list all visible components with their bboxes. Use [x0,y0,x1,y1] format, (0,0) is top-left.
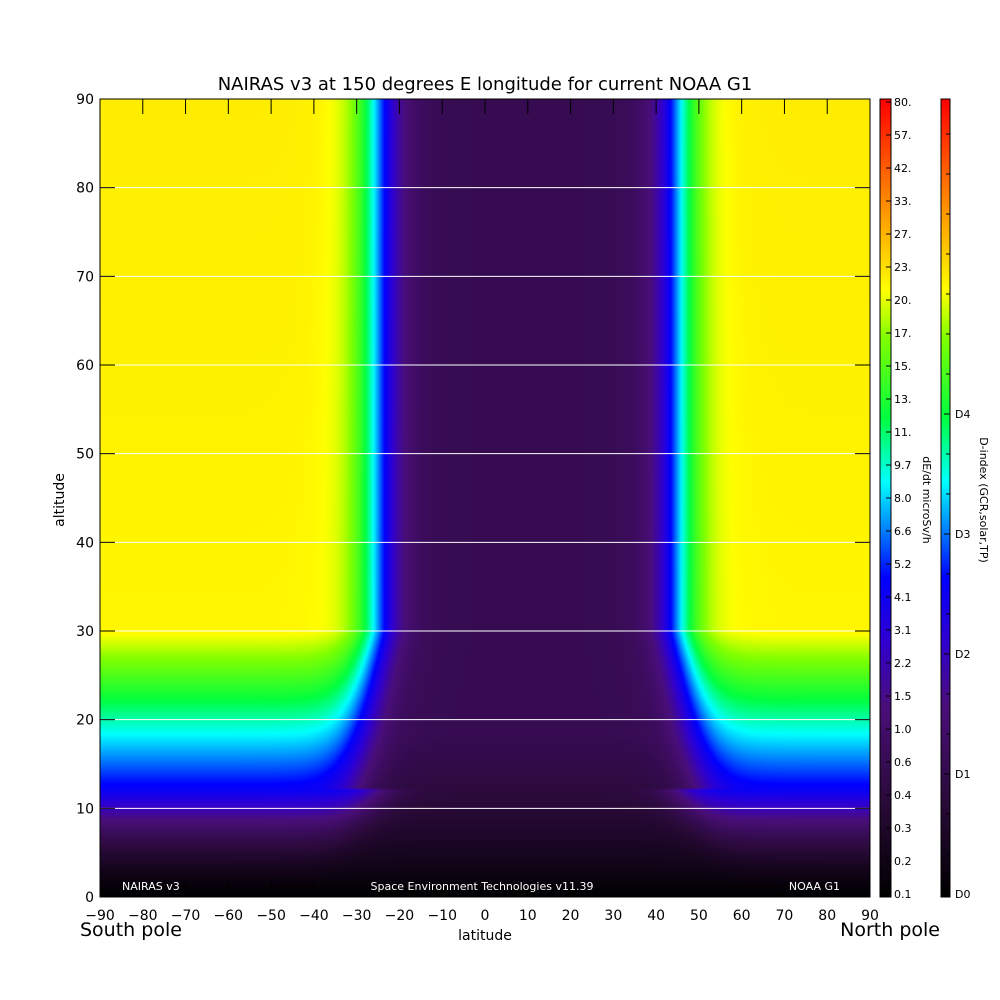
dindex-colorbar-tick-label: D4 [955,408,970,421]
x-tick-label: 30 [604,908,622,924]
dose-colorbar-tick-label: 1.0 [894,723,912,736]
y-axis-label: altitude [52,473,68,527]
dindex-colorbar-tick-label: D0 [955,888,970,901]
y-tick-label: 0 [85,890,94,906]
heatmap [100,99,870,897]
dose-colorbar-tick-label: 5.2 [894,558,912,571]
x-tick-label: 60 [733,908,751,924]
dose-colorbar-tick-label: 2.2 [894,657,912,670]
dose-colorbar-tick-label: 42. [894,162,912,175]
dose-colorbar-tick-label: 23. [894,261,912,274]
dose-colorbar-tick-label: 0.3 [894,822,912,835]
dose-colorbar-ticks: 0.1 0.2 0.3 0.4 0.6 1.0 1.5 2.2 3.1 4.1 5.2 6.6 8.0 9… [886,96,912,901]
dose-colorbar-tick-label: 1.5 [894,690,912,703]
dose-colorbar-tick-label: 80. [894,96,912,109]
x-tick-label: −40 [299,908,329,924]
x-tick-label: 80 [818,908,836,924]
footer-center-label: Space Environment Technologies v11.39 [371,880,594,893]
south-pole-label: South pole [80,919,182,941]
dose-colorbar-tick-label: 0.2 [894,855,912,868]
dose-colorbar-tick-label: 6.6 [894,525,912,538]
dindex-colorbar-tick-label: D1 [955,768,970,781]
x-tick-label: −60 [214,908,244,924]
x-axis: −90 −80 −70 −60 −50 −40 −30 −20 −10 0 10 20 30 40 50 60… [85,99,879,924]
dose-colorbar-tick-label: 9.7 [894,459,912,472]
x-tick-label: 90 [861,908,879,924]
dose-colorbar-tick-label: 17. [894,327,912,340]
y-tick-label: 60 [76,358,94,374]
dose-colorbar-tick-label: 27. [894,228,912,241]
y-tick-label: 20 [76,713,94,729]
x-tick-label: 50 [690,908,708,924]
y-tick-label: 90 [76,92,94,108]
dindex-colorbar: D0 D1 D2 D3 D4 D-index (GCR,solar,TP) [940,98,990,901]
north-pole-label: North pole [840,919,940,941]
x-tick-label: −30 [342,908,372,924]
x-tick-label: 40 [647,908,665,924]
dose-colorbar-tick-label: 8.0 [894,492,912,505]
footer-right-label: NOAA G1 [789,880,840,893]
y-tick-label: 10 [76,801,94,817]
x-tick-label: −90 [85,908,115,924]
x-tick-label: −20 [385,908,415,924]
dose-colorbar-tick-label: 0.1 [894,888,912,901]
dindex-colorbar-tick-label: D2 [955,648,970,661]
y-tick-label: 30 [76,624,94,640]
dose-colorbar: 0.1 0.2 0.3 0.4 0.6 1.0 1.5 2.2 3.1 4.1 5.2 6.6 8.0 9… [879,96,933,901]
heatmap-image [100,99,870,897]
dindex-colorbar-label: D-index (GCR,solar,TP) [977,437,990,563]
dindex-colorbar-tick-label: D3 [955,528,970,541]
dose-colorbar-tick-label: 15. [894,360,912,373]
x-tick-label: 10 [519,908,537,924]
y-tick-label: 80 [76,181,94,197]
y-tick-label: 50 [76,447,94,463]
y-axis: 0 10 20 30 40 50 60 70 80 90 [76,92,870,906]
dose-colorbar-tick-label: 13. [894,393,912,406]
gridlines [100,187,870,809]
dose-colorbar-tick-label: 33. [894,195,912,208]
x-tick-label: 70 [776,908,794,924]
x-tick-label: −80 [128,908,158,924]
x-tick-label: 20 [562,908,580,924]
x-tick-label: −70 [171,908,201,924]
y-tick-label: 70 [76,269,94,285]
dindex-colorbar-fill [940,98,951,898]
dose-colorbar-tick-label: 11. [894,426,912,439]
dindex-colorbar-ticks: D0 D1 D2 D3 D4 [944,133,970,901]
x-tick-label: −50 [256,908,286,924]
x-axis-label: latitude [458,928,512,944]
dose-colorbar-label: dE/dt microSv/h [920,456,933,543]
x-tick-label: 0 [481,908,490,924]
dose-colorbar-tick-label: 20. [894,294,912,307]
dose-colorbar-tick-label: 57. [894,129,912,142]
dose-colorbar-tick-label: 0.4 [894,789,912,802]
dose-colorbar-tick-label: 3.1 [894,624,912,637]
y-tick-label: 40 [76,535,94,551]
dose-colorbar-tick-label: 4.1 [894,591,912,604]
footer-left-label: NAIRAS v3 [122,880,180,893]
dose-colorbar-tick-label: 0.6 [894,756,912,769]
chart-title: NAIRAS v3 at 150 degrees E longitude for… [218,74,753,95]
x-tick-label: −10 [427,908,457,924]
